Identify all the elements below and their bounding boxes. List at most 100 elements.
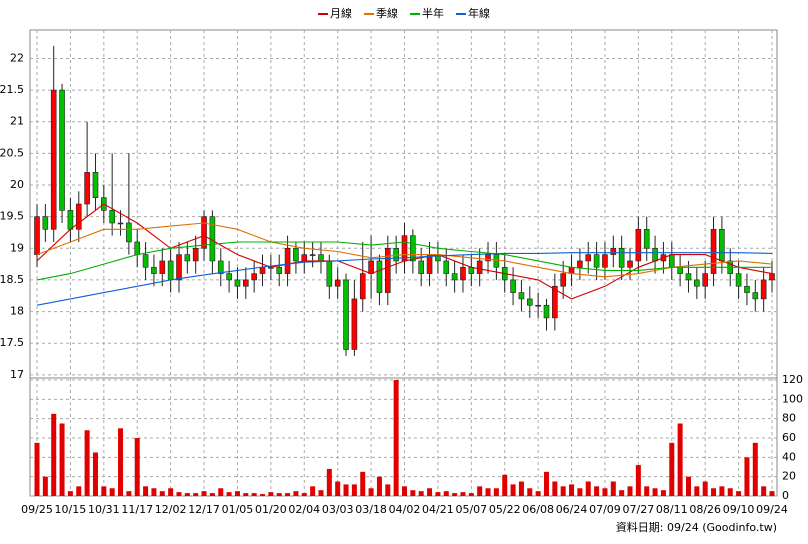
candle-body	[577, 260, 583, 268]
plot-frame	[29, 29, 778, 497]
volume-bar	[569, 484, 575, 496]
candle-body	[201, 216, 207, 249]
x-tick-label: 11/17	[121, 503, 153, 516]
volume-bar	[251, 493, 257, 496]
volume-bar	[535, 491, 541, 496]
candle-body	[326, 260, 333, 287]
candle-body	[677, 266, 683, 274]
volume-bar	[736, 491, 742, 496]
y-tick-label: 21.5	[0, 83, 24, 96]
volume-bar	[460, 492, 466, 496]
candle-body	[192, 247, 199, 262]
volume-bar	[385, 484, 391, 496]
candle-body	[719, 229, 725, 262]
volume-bar	[34, 442, 40, 496]
x-tick-label: 07/09	[589, 503, 621, 516]
y2-tick-label: 80	[782, 412, 796, 425]
candle-body	[109, 210, 115, 224]
x-tick-label: 04/21	[422, 503, 454, 516]
volume-bar	[92, 452, 98, 496]
volume-bar	[719, 486, 725, 496]
candle-body	[284, 247, 291, 274]
volume-bar	[260, 494, 266, 496]
y-tick-label: 18.5	[0, 273, 24, 286]
ma-line	[36, 241, 772, 281]
candle-body	[585, 254, 592, 262]
volume-bar	[619, 490, 625, 496]
volume-bar	[101, 486, 107, 496]
candle-body	[75, 203, 82, 230]
candle-body	[184, 254, 191, 262]
legend-label: 半年	[422, 6, 444, 20]
volume-bar	[335, 481, 341, 496]
volume-bar	[51, 413, 57, 496]
candle-body	[50, 89, 57, 230]
volume-bar	[326, 468, 332, 496]
volume-bar	[301, 493, 307, 496]
legend-label: 季線	[376, 6, 398, 20]
volume-bar	[168, 488, 174, 496]
volume-bar	[376, 476, 382, 496]
volume-bar	[343, 484, 349, 496]
volume-bar	[159, 491, 165, 496]
volume-bar	[276, 493, 282, 496]
candle-body	[526, 298, 533, 306]
candle-body	[760, 279, 767, 300]
candle-body	[694, 279, 700, 287]
x-tick-label: 08/26	[689, 503, 721, 516]
x-tick-label: 01/20	[255, 503, 287, 516]
x-tick-label: 08/11	[656, 503, 688, 516]
candle-body	[476, 260, 483, 274]
candle-body	[627, 260, 633, 268]
volume-bar	[669, 442, 675, 496]
volume-bar	[118, 428, 124, 496]
candle-body	[610, 247, 617, 255]
volume-bar	[493, 488, 499, 496]
volume-bar	[543, 471, 549, 496]
volume-bar	[184, 493, 190, 496]
candle-body	[618, 247, 625, 268]
candle-body	[368, 260, 374, 274]
y2-tick-label: 0	[782, 489, 789, 502]
candle-body	[410, 235, 416, 262]
candle-body	[744, 285, 750, 293]
volume-bar	[368, 488, 374, 496]
candle-body	[710, 229, 717, 274]
volume-bar	[510, 484, 516, 496]
x-tick-label: 05/07	[455, 503, 487, 516]
candle-body	[176, 254, 182, 281]
volume-bar	[752, 442, 758, 496]
y-tick-label: 19.5	[0, 210, 24, 223]
candle-body	[702, 273, 708, 287]
candle-body	[151, 266, 157, 274]
candle-body	[67, 210, 74, 230]
volume-bar	[761, 486, 767, 496]
candle-body	[117, 222, 124, 225]
volume-bar	[702, 481, 708, 496]
volume-bar	[602, 488, 608, 496]
candle-body	[426, 254, 433, 274]
candle-body	[84, 172, 90, 205]
volume-bar	[627, 486, 633, 496]
x-tick-label: 02/04	[288, 503, 320, 516]
candle-body	[234, 279, 241, 287]
candle-body	[443, 260, 450, 274]
candle-body	[243, 279, 249, 287]
candle-body	[643, 229, 650, 249]
volume-bar	[59, 423, 65, 496]
legend-label: 月線	[330, 6, 352, 20]
volume-bar	[435, 492, 441, 496]
candle-body	[593, 254, 600, 268]
candle-body	[92, 172, 99, 198]
y2-tick-label: 60	[782, 431, 796, 444]
volume-bar	[243, 493, 249, 496]
candle-body	[217, 260, 224, 274]
volume-bar	[685, 476, 691, 496]
candle-body	[602, 254, 608, 268]
volume-bar	[594, 486, 600, 496]
x-tick-label: 10/15	[55, 503, 87, 516]
volume-bar	[644, 486, 650, 496]
volume-bar	[769, 491, 775, 496]
y-tick-label: 17	[10, 368, 24, 381]
